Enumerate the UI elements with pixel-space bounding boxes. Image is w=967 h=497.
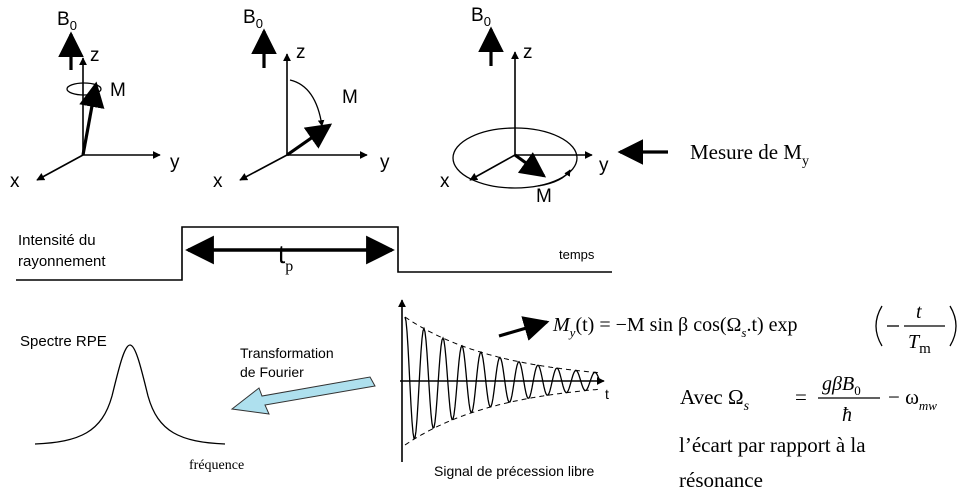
intensity-label-line1: Intensité du	[18, 232, 96, 249]
magnetization-vector	[286, 123, 333, 157]
equals-sign: =	[795, 385, 807, 409]
b0-label: B0	[471, 5, 491, 29]
y-axis-label: y	[599, 155, 609, 176]
decay-envelope-bottom	[404, 388, 601, 446]
axes	[36, 57, 161, 181]
intensity-label-line2: rayonnement	[18, 253, 106, 270]
spectrum-curve	[34, 344, 226, 445]
pulse-shape	[16, 226, 612, 281]
resonance-note-line2: résonance	[679, 468, 763, 492]
frame-precession: B0 z y x M	[10, 9, 180, 192]
frac-numerator: t	[916, 301, 922, 323]
y-axis-label: y	[380, 152, 390, 173]
axes	[469, 51, 593, 181]
t-label: t	[605, 386, 609, 402]
omega-definition: Avec Ωs = gβB0 ħ − ωmw	[680, 373, 937, 426]
frequency-label: fréquence	[189, 458, 244, 473]
x-axis-label: x	[440, 171, 450, 192]
y-axis-label: y	[170, 152, 180, 173]
spectrum-title: Spectre RPE	[20, 333, 107, 350]
m-label: M	[110, 80, 126, 101]
paren-right	[949, 305, 957, 347]
paren-left	[875, 305, 883, 347]
resonance-note-line1: l’écart par rapport à la	[679, 433, 866, 457]
decay-envelope-top	[404, 316, 601, 374]
frac-denominator: Tm	[908, 331, 931, 357]
fourier-label-line2: de Fourier	[240, 364, 304, 380]
m-label: M	[536, 186, 552, 207]
z-axis-label: z	[90, 45, 100, 66]
magnetization-vector	[79, 81, 105, 156]
z-axis-label: z	[296, 42, 306, 63]
omega-denominator: ħ	[842, 404, 852, 426]
frame-tipping: B0 z y x M	[213, 7, 390, 192]
omega-numerator: gβB0	[822, 373, 861, 398]
time-label: temps	[559, 247, 595, 262]
axes	[239, 53, 368, 181]
equation-lhs: My(t) = −M sin β cos(Ωs.t) exp	[552, 314, 798, 340]
epr-spectrum: Spectre RPE fréquence	[20, 333, 244, 473]
my-equation: My(t) = −M sin β cos(Ωs.t) exp t Tm	[552, 301, 957, 357]
omega-mw: − ωmw	[888, 385, 937, 413]
m-label: M	[342, 87, 358, 108]
avec-prefix: Avec Ωs	[680, 385, 750, 414]
pulse-sequence: Intensité du rayonnement tp temps	[16, 226, 612, 281]
measure-label: Mesure de My	[690, 140, 809, 169]
tp-label: tp	[278, 239, 293, 275]
fid-signal: t Signal de précession libre	[398, 299, 609, 479]
fourier-label-line1: Transformation	[240, 345, 334, 361]
magnetization-vector	[514, 152, 547, 178]
x-axis-label: x	[213, 171, 223, 192]
z-axis-label: z	[523, 42, 533, 63]
fourier-arrow	[230, 376, 376, 415]
fid-oscillation	[404, 316, 601, 440]
fid-caption: Signal de précession libre	[434, 463, 595, 479]
rotation-arc	[289, 79, 325, 127]
rotation-arrow	[537, 169, 571, 187]
fourier-transform: Transformation de Fourier	[230, 345, 376, 415]
frame-free-precession: B0 z y x M	[440, 5, 609, 207]
equation-pointer-arrow	[498, 316, 550, 341]
b0-label: B0	[243, 7, 263, 31]
x-axis-label: x	[10, 171, 20, 192]
b0-label: B0	[57, 9, 77, 33]
